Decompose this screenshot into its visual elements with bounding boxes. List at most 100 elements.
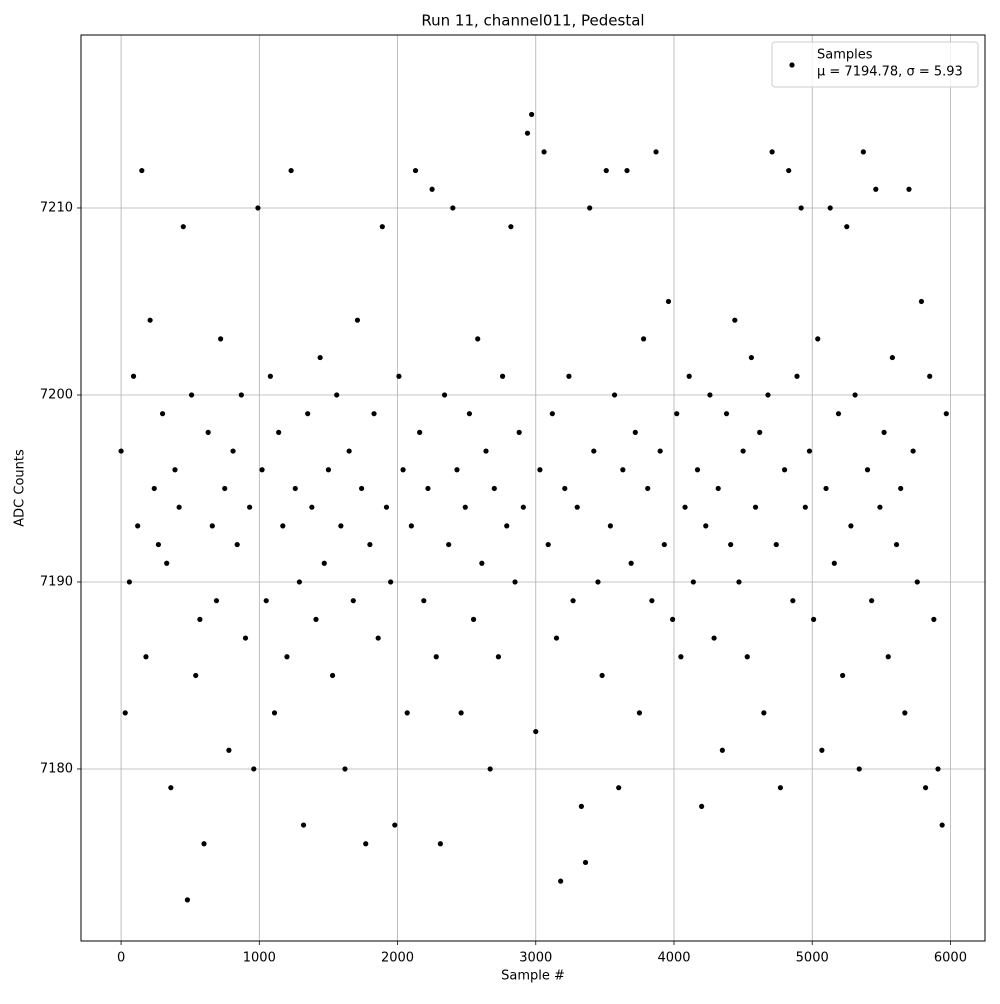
point — [437, 841, 443, 847]
point — [470, 616, 477, 622]
point — [143, 654, 149, 660]
point — [396, 373, 402, 379]
point — [943, 411, 949, 417]
point — [454, 467, 460, 473]
point — [508, 224, 514, 230]
y-axis-label: ADC Counts — [13, 449, 28, 527]
x-tick-label: 5000 — [796, 951, 829, 966]
point — [462, 504, 468, 510]
point — [537, 467, 543, 473]
point — [914, 579, 920, 585]
point — [305, 411, 311, 417]
point — [881, 429, 887, 435]
point — [840, 672, 846, 679]
point — [242, 635, 249, 641]
point — [558, 878, 564, 884]
point — [570, 598, 576, 604]
point — [856, 766, 862, 772]
point — [334, 392, 340, 398]
point — [852, 392, 858, 398]
point — [752, 504, 759, 510]
point — [363, 841, 369, 847]
point — [309, 504, 315, 510]
point — [831, 560, 837, 566]
y-tick-label: 7180 — [40, 761, 73, 776]
x-axis-label: Sample # — [501, 969, 565, 984]
legend-marker — [789, 62, 795, 68]
point — [205, 429, 211, 435]
point — [781, 467, 788, 473]
point — [529, 111, 535, 118]
point — [906, 186, 912, 192]
point — [703, 523, 709, 529]
point — [591, 448, 597, 454]
point — [711, 635, 717, 641]
point — [728, 541, 734, 548]
point — [288, 167, 294, 174]
point — [545, 541, 551, 548]
y-tick-label: 7210 — [40, 200, 73, 215]
point — [761, 710, 767, 716]
point — [773, 541, 779, 548]
point — [611, 392, 618, 398]
point — [388, 579, 394, 585]
point — [479, 560, 485, 566]
point — [645, 485, 651, 492]
point — [765, 392, 771, 398]
x-tick-label: 1000 — [243, 951, 276, 966]
point — [599, 672, 605, 679]
point — [574, 504, 580, 510]
point — [475, 336, 481, 342]
point — [375, 635, 381, 641]
point — [802, 504, 808, 510]
legend-note: μ = 7194.78, σ = 5.93 — [817, 65, 963, 80]
point — [446, 541, 452, 548]
point — [487, 766, 493, 772]
point — [458, 710, 464, 716]
point — [927, 373, 933, 379]
point — [533, 728, 539, 735]
point — [736, 579, 742, 585]
point — [421, 598, 427, 604]
point — [810, 616, 817, 622]
point — [757, 429, 763, 435]
point — [732, 317, 738, 323]
point — [549, 411, 555, 417]
point — [748, 354, 754, 361]
point — [582, 859, 589, 866]
point — [226, 747, 232, 753]
point — [798, 205, 804, 211]
point — [686, 373, 692, 379]
point — [790, 598, 796, 604]
point — [848, 523, 854, 529]
point — [383, 504, 390, 510]
point — [429, 186, 435, 192]
points — [118, 111, 949, 903]
point — [562, 485, 568, 492]
point — [284, 654, 290, 660]
point — [665, 298, 672, 305]
point — [844, 224, 850, 230]
point — [292, 485, 298, 492]
plot-frame — [80, 34, 986, 942]
point — [595, 579, 601, 585]
point — [893, 541, 900, 548]
point — [640, 336, 647, 342]
point — [379, 224, 385, 230]
point — [371, 411, 377, 417]
point — [823, 485, 829, 492]
point — [786, 167, 792, 174]
point — [553, 635, 560, 641]
point — [172, 467, 178, 473]
point — [151, 485, 157, 492]
point — [699, 803, 705, 809]
point — [247, 504, 253, 510]
point — [218, 336, 224, 342]
point — [674, 411, 680, 417]
point — [499, 373, 506, 379]
point — [744, 654, 750, 660]
point — [234, 541, 240, 548]
grid — [81, 35, 985, 941]
point — [230, 448, 236, 454]
point — [346, 448, 352, 454]
